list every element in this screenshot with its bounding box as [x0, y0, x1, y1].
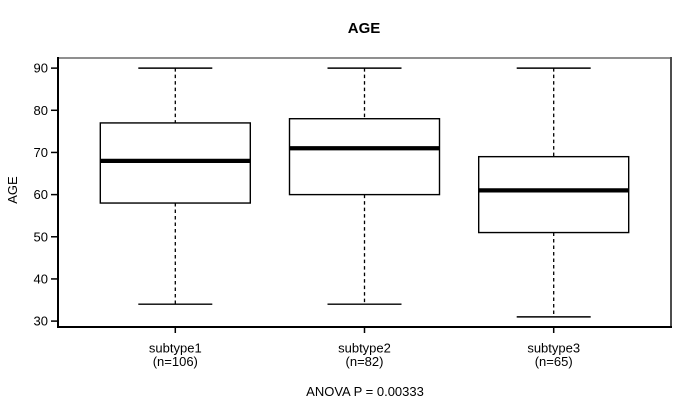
y-tick-label: 90: [34, 61, 48, 76]
y-tick-label: 50: [34, 229, 48, 244]
y-tick-label: 40: [34, 271, 48, 286]
chart-title: AGE: [348, 20, 381, 37]
y-axis-label: AGE: [5, 176, 20, 204]
y-tick-label: 80: [34, 103, 48, 118]
group-sublabel: (n=82): [346, 354, 384, 369]
group-label: subtype3: [527, 341, 580, 356]
y-tick-label: 60: [34, 187, 48, 202]
box: [477, 155, 630, 234]
group-label: subtype2: [338, 341, 391, 356]
y-tick-label: 30: [34, 314, 48, 329]
box: [288, 118, 441, 196]
plot-render-layer: 30405060708090subtype1(n=106)subtype2(n=…: [34, 57, 672, 369]
group-sublabel: (n=106): [153, 354, 198, 369]
y-tick-label: 70: [34, 145, 48, 160]
group-sublabel: (n=65): [535, 354, 573, 369]
anova-annotation: ANOVA P = 0.00333: [306, 384, 424, 399]
box: [99, 122, 252, 204]
group-label: subtype1: [149, 341, 202, 356]
